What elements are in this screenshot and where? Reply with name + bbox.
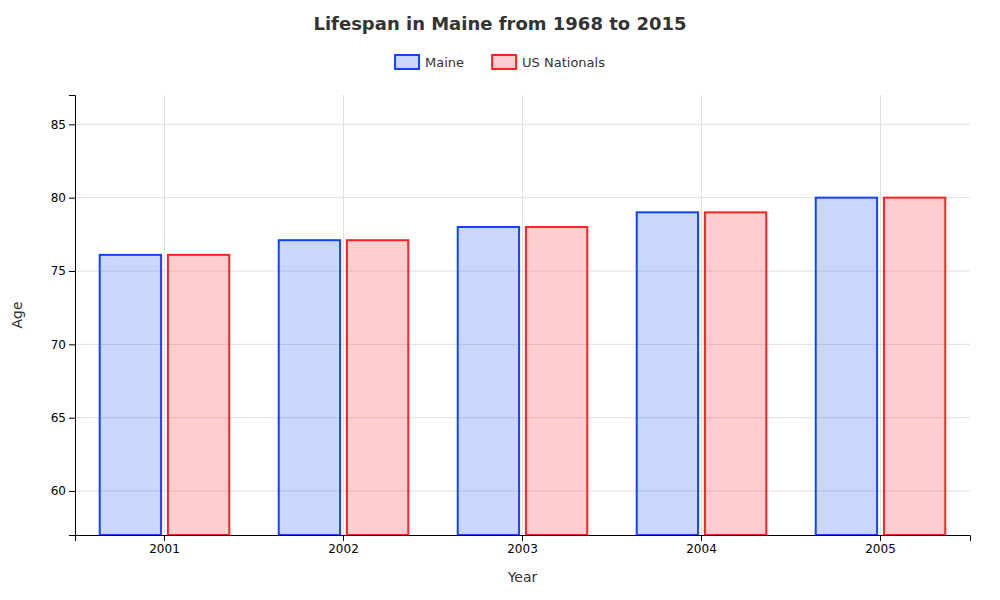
legend-swatch: [395, 55, 419, 69]
tick-mark: [69, 344, 75, 345]
x-tick: 2005: [865, 535, 896, 556]
tick-mark: [880, 535, 881, 541]
x-tick: 2004: [686, 535, 717, 556]
y-tick: 80: [51, 191, 75, 205]
plot: 2001 2002 2003 2004 2005 60 65 70 75 80 85: [51, 95, 971, 556]
bar: [100, 255, 161, 535]
tick-label: 60: [51, 484, 66, 498]
legend-item: Maine: [395, 55, 464, 70]
x-axis-title: Year: [507, 569, 538, 585]
x-tick: 2002: [328, 535, 359, 556]
tick-mark: [701, 535, 702, 541]
legend-label: US Nationals: [522, 55, 605, 70]
grid-line: [701, 95, 702, 535]
grid-line: [522, 95, 523, 535]
tick-label: 85: [51, 118, 66, 132]
tick-label: 2005: [865, 542, 896, 556]
bar: [458, 227, 519, 535]
tick-label: 2001: [149, 542, 180, 556]
y-tick: 75: [51, 264, 75, 278]
grid-line: [880, 95, 881, 535]
tick-label: 2002: [328, 542, 359, 556]
tick-mark: [69, 198, 75, 199]
y-tick: 60: [51, 484, 75, 498]
tick-label: 2003: [507, 542, 538, 556]
grid: [75, 95, 970, 535]
tick-mark: [69, 491, 75, 492]
tick-label: 65: [51, 411, 66, 425]
bar: [526, 227, 587, 535]
x-tick: 2001: [149, 535, 180, 556]
chart: 2001 2002 2003 2004 2005 60 65 70 75 80 85 Lifespan…: [0, 0, 1000, 600]
series: [100, 198, 877, 535]
tick-mark: [69, 124, 75, 125]
bar: [347, 240, 408, 535]
tick-mark: [343, 535, 344, 541]
tick-label: 2004: [686, 542, 717, 556]
tick-mark: [69, 271, 75, 272]
y-tick: 70: [51, 338, 75, 352]
tick-label: 75: [51, 264, 66, 278]
bar: [168, 255, 229, 535]
grid-line: [343, 95, 344, 535]
legend: Maine US Nationals: [395, 55, 605, 70]
tick-mark: [164, 535, 165, 541]
tick-mark: [69, 418, 75, 419]
y-axis-title: Age: [9, 301, 25, 328]
bars: [100, 198, 946, 535]
tick-label: 70: [51, 338, 66, 352]
legend-item: US Nationals: [492, 55, 605, 70]
axis-line: [76, 536, 971, 542]
grid-line: [164, 95, 165, 535]
x-tick: 2003: [507, 535, 538, 556]
bar: [705, 212, 766, 535]
tick-mark: [522, 535, 523, 541]
bar: [884, 198, 945, 535]
y-tick: 85: [51, 118, 75, 132]
legend-swatch: [492, 55, 516, 69]
bar: [816, 198, 877, 535]
bar: [279, 240, 340, 535]
axis-line: [69, 96, 76, 536]
bar: [637, 212, 698, 535]
y-axis: 60 65 70 75 80 85: [51, 96, 76, 536]
y-tick: 65: [51, 411, 75, 425]
legend-label: Maine: [425, 55, 464, 70]
series: [168, 198, 945, 535]
x-axis: 2001 2002 2003 2004 2005: [76, 535, 971, 556]
title: Lifespan in Maine from 1968 to 2015: [313, 13, 686, 34]
tick-label: 80: [51, 191, 66, 205]
